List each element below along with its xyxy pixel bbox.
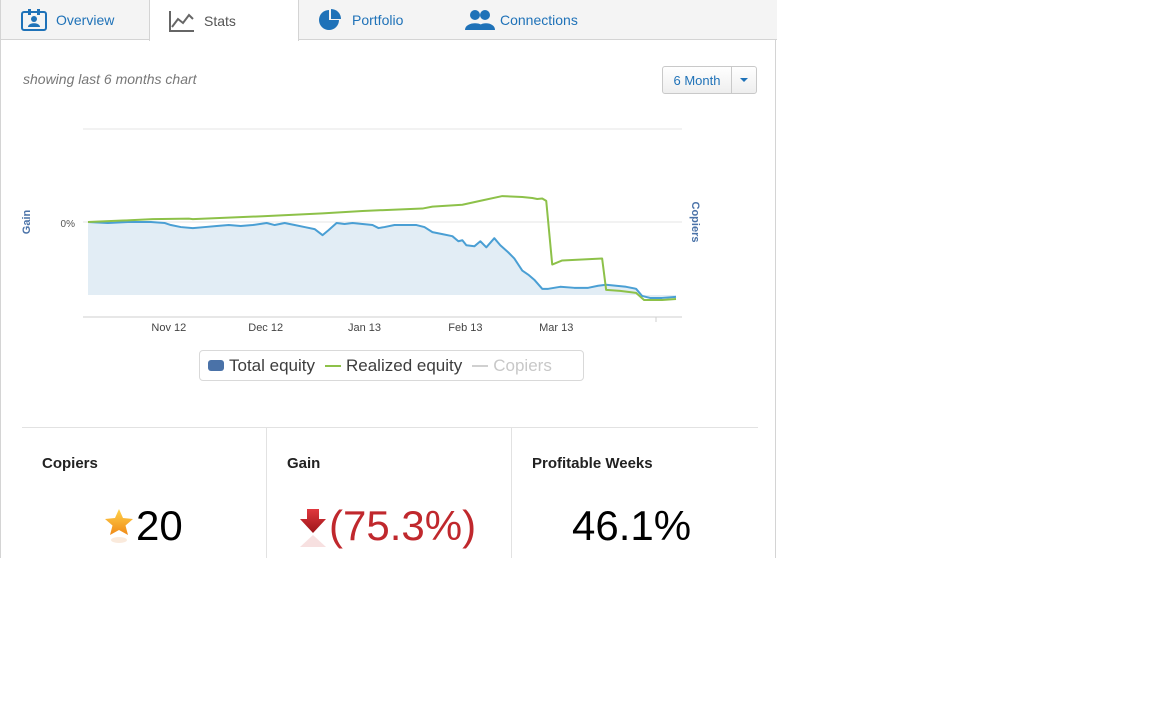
line-chart-icon	[169, 10, 195, 32]
tab-label-connections: Connections	[500, 12, 578, 28]
stat-gain-title: Gain	[287, 455, 321, 472]
total-equity-area	[87, 222, 677, 298]
tab-label-overview: Overview	[56, 12, 115, 28]
stat-copiers-value: 20	[136, 502, 183, 549]
chevron-down-icon[interactable]	[732, 67, 756, 93]
tab-label-stats: Stats	[204, 12, 236, 29]
down-arrow-icon	[297, 505, 329, 547]
stats-divider	[22, 427, 758, 428]
stat-gain: Gain (75.3%)	[267, 428, 511, 558]
y-axis-label-left: Gain	[21, 209, 33, 234]
equity-chart: Gain Copiers 0% Nov 12 Dec 12 Jan 13 Feb 13…	[21, 128, 701, 334]
tab-portfolio[interactable]: Portfolio	[317, 0, 447, 40]
period-dropdown[interactable]: 6 Month	[662, 66, 757, 94]
legend-item-realized-equity[interactable]: Realized equity	[325, 356, 462, 376]
tab-connections[interactable]: Connections	[465, 0, 615, 40]
stat-profitable-weeks: Profitable Weeks 46.1%	[512, 428, 758, 558]
people-icon	[465, 9, 495, 31]
profile-card-icon	[21, 9, 47, 31]
x-tick-label: Nov 12	[151, 322, 186, 334]
y-axis-label-right: Copiers	[689, 202, 701, 243]
stat-gain-value-wrap: (75.3%)	[297, 502, 476, 550]
total-equity-line	[87, 221, 677, 299]
tab-stats[interactable]: Stats	[149, 0, 299, 41]
x-tick-label: Jan 13	[348, 322, 381, 334]
stat-copiers-title: Copiers	[42, 455, 98, 472]
chart-legend: Total equity Realized equity Copiers	[199, 350, 584, 381]
legend-label-total-equity: Total equity	[229, 355, 315, 375]
tab-label-portfolio: Portfolio	[352, 12, 404, 28]
total-equity-swatch	[208, 360, 224, 371]
stat-separator-2	[511, 428, 512, 558]
copiers-swatch	[472, 364, 489, 367]
x-tick-label: Mar 13	[539, 322, 573, 334]
tab-overview[interactable]: Overview	[21, 0, 146, 40]
legend-label-copiers: Copiers	[493, 355, 552, 375]
legend-item-copiers[interactable]: Copiers	[472, 356, 552, 376]
stat-profitable-weeks-value: 46.1%	[572, 502, 692, 549]
y-tick-zero: 0%	[61, 219, 76, 230]
realized-equity-swatch	[325, 364, 341, 367]
legend-label-realized-equity: Realized equity	[346, 355, 463, 375]
legend-item-total-equity[interactable]: Total equity	[208, 356, 315, 376]
x-tick-label: Dec 12	[248, 322, 283, 334]
stats-panel: Overview Stats Portfolio	[0, 0, 777, 558]
stat-copiers: Copiers 20	[22, 428, 266, 558]
tab-bar: Overview Stats Portfolio	[1, 0, 777, 41]
star-icon	[102, 506, 136, 546]
realized-equity-line	[87, 195, 677, 301]
stat-copiers-value-wrap: 20	[102, 502, 183, 550]
chart-subtitle: showing last 6 months chart	[23, 71, 197, 87]
x-tick-label: Feb 13	[448, 322, 482, 334]
stat-profitable-weeks-title: Profitable Weeks	[532, 455, 653, 472]
period-dropdown-value: 6 Month	[663, 67, 732, 93]
stat-gain-value: (75.3%)	[329, 502, 477, 549]
stat-separator-1	[266, 428, 267, 558]
pie-chart-icon	[317, 9, 343, 31]
